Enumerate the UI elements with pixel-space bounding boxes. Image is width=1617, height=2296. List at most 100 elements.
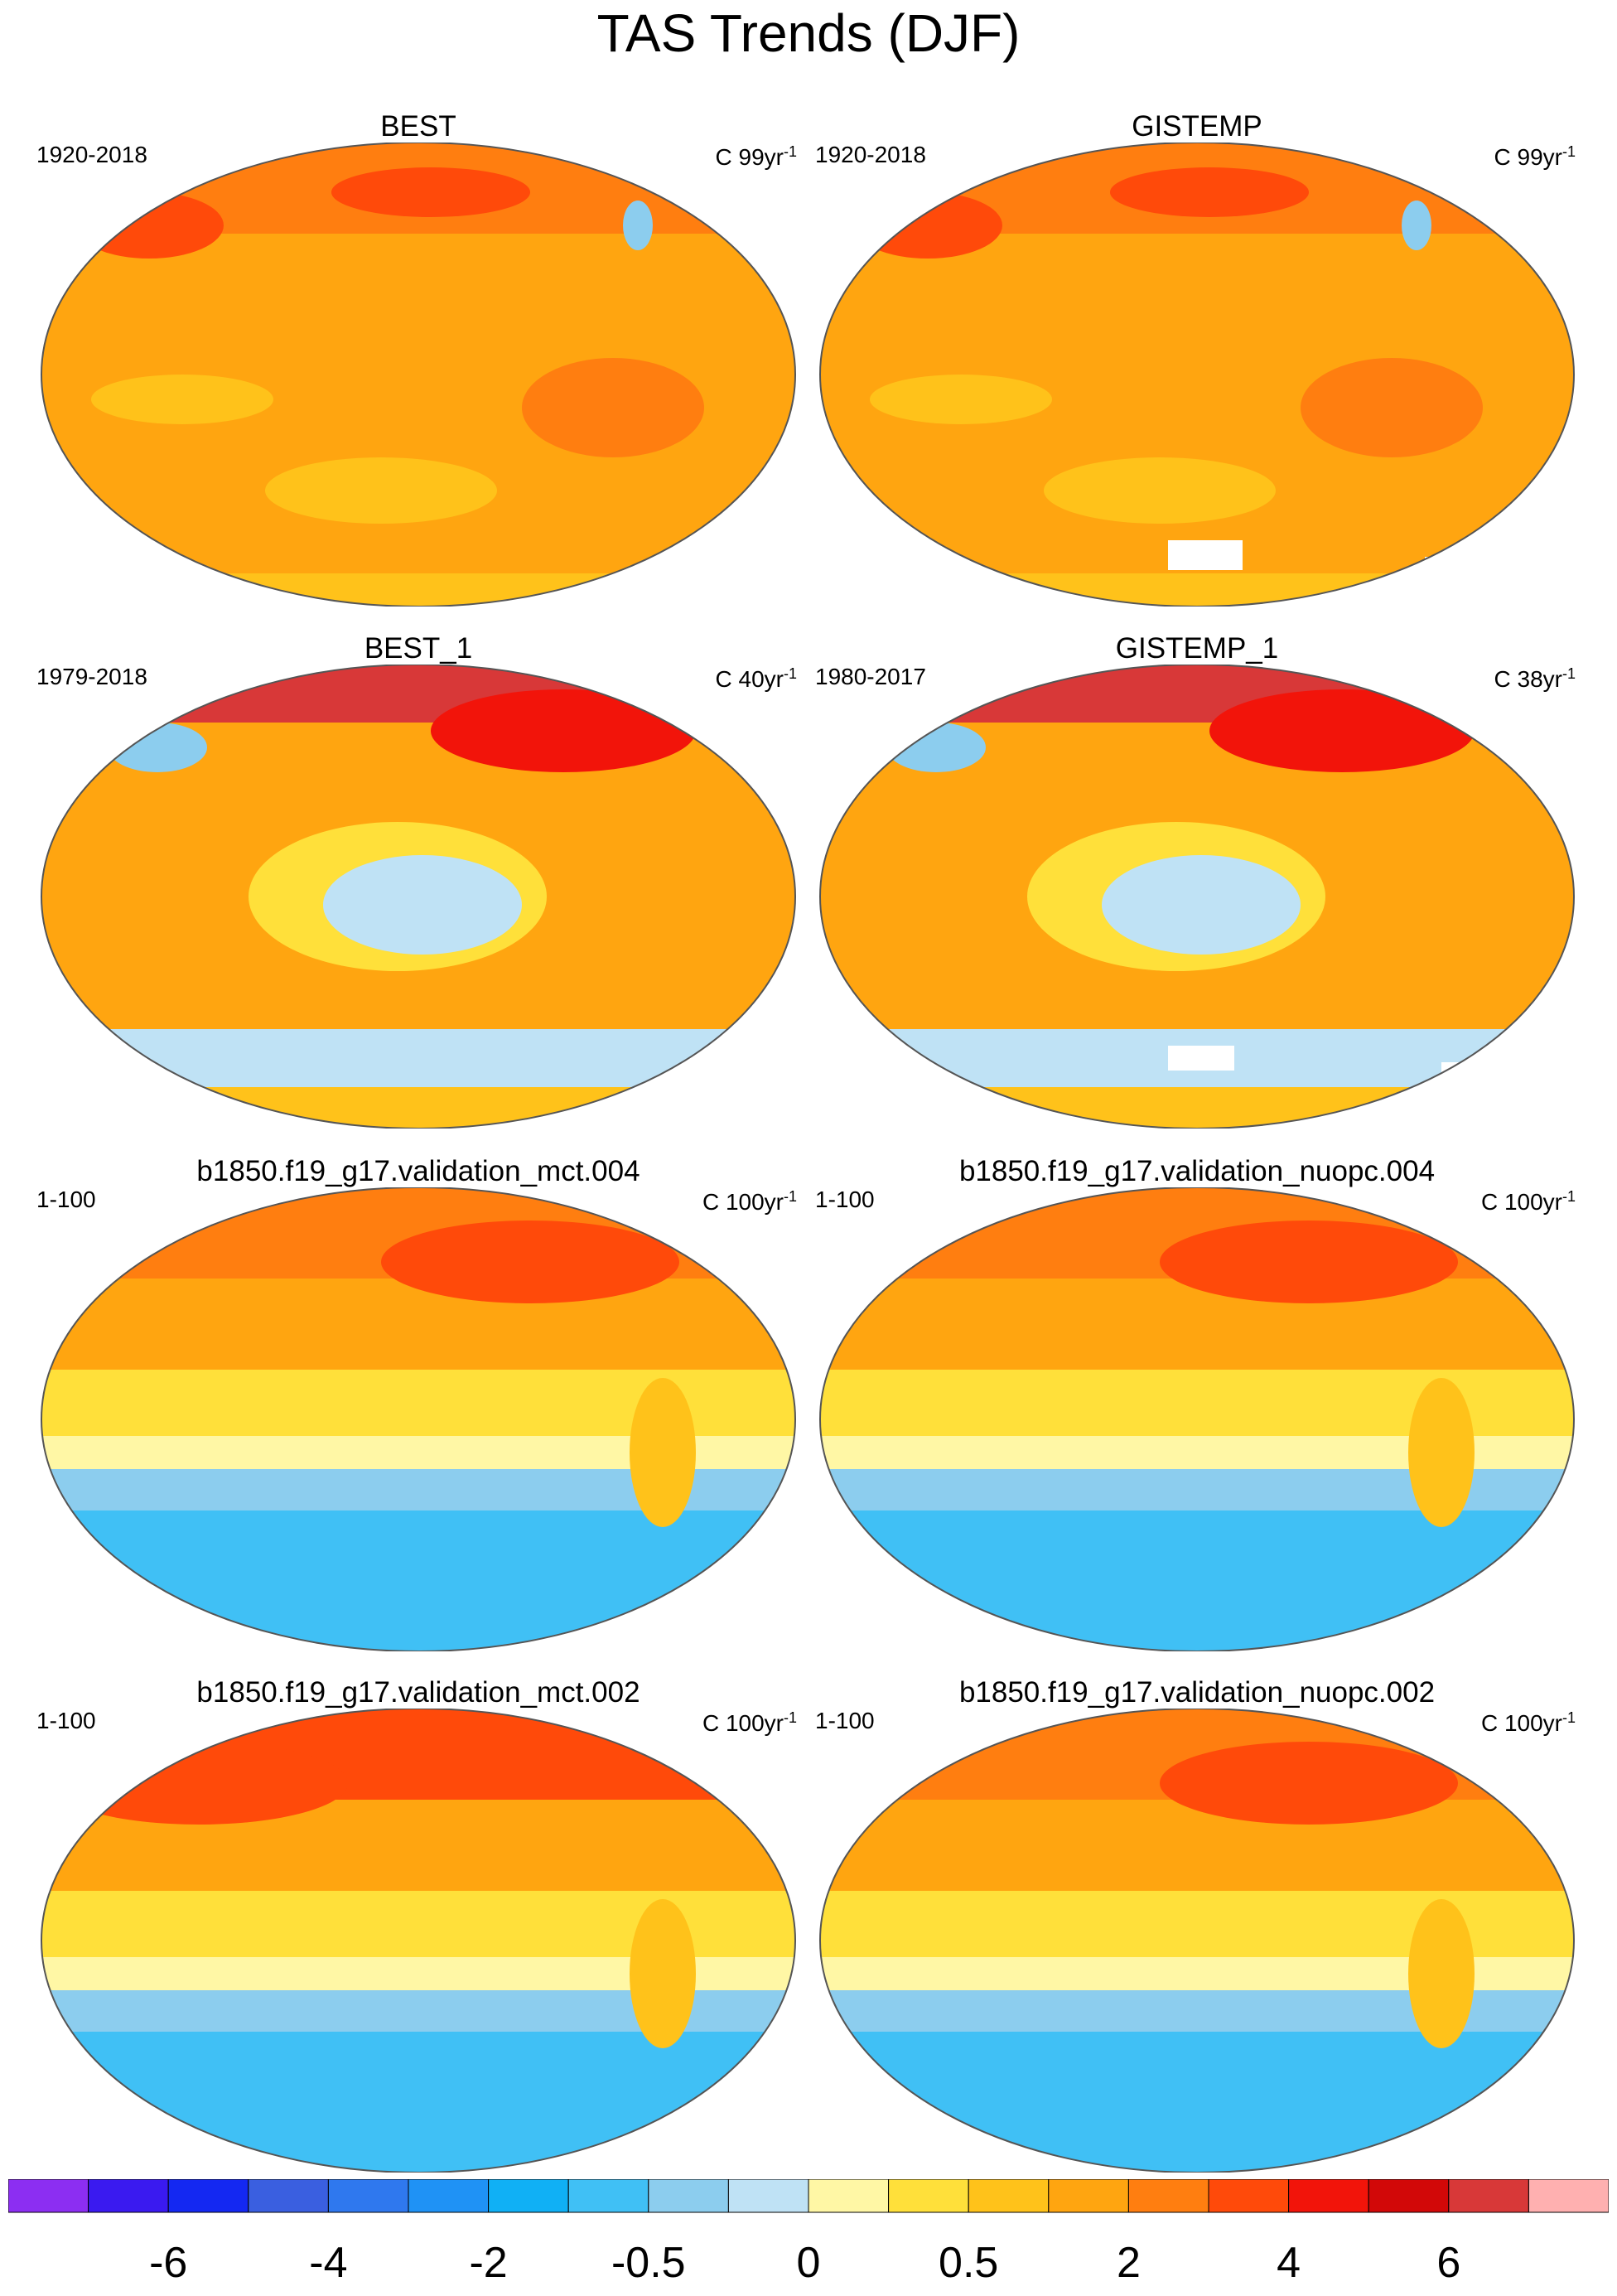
nh-warm-core bbox=[50, 1742, 348, 1825]
arctic-band bbox=[820, 665, 1574, 723]
map-outline bbox=[41, 665, 796, 1129]
panel-units: C 38yr-1 bbox=[1494, 665, 1576, 692]
panel-units: C 100yr-1 bbox=[702, 1709, 797, 1736]
canada-warm bbox=[431, 689, 696, 772]
colorbar-swatch bbox=[567, 2179, 649, 2213]
pacific-cool bbox=[1102, 855, 1301, 955]
colorbar-tick-label: -2 bbox=[469, 2239, 507, 2287]
panel-years: 1-100 bbox=[815, 1187, 875, 1212]
panel-title: b1850.f19_g17.validation_mct.004 bbox=[196, 1155, 640, 1187]
colorbar-tick-label: 4 bbox=[1277, 2239, 1301, 2287]
colorbar-swatch bbox=[327, 2179, 409, 2213]
map-outline bbox=[41, 143, 796, 607]
colorbar-swatch bbox=[648, 2179, 729, 2213]
map-panel: GISTEMP 1920-2018 C 99yr-1 bbox=[812, 109, 1582, 607]
colorbar-tick-label: 0.5 bbox=[939, 2239, 998, 2287]
colorbar-swatch bbox=[1448, 2179, 1529, 2213]
antarctic-band bbox=[820, 1087, 1574, 1129]
canada-warm bbox=[331, 167, 530, 217]
map-panel: b1850.f19_g17.validation_mct.004 1-100 C 1… bbox=[33, 1154, 804, 1651]
panel-years: 1-100 bbox=[815, 1708, 875, 1733]
map-panel: BEST 1920-2018 C 99yr-1 bbox=[33, 109, 804, 607]
map-panel: b1850.f19_g17.validation_mct.002 1-100 C 1… bbox=[33, 1675, 804, 2173]
labrador-cool bbox=[1438, 1735, 1461, 1765]
panel-units: C 100yr-1 bbox=[702, 1188, 797, 1215]
map-outline bbox=[41, 1187, 796, 1651]
antarctic-band bbox=[41, 1087, 795, 1129]
panel-units: C 100yr-1 bbox=[1480, 1188, 1576, 1215]
colorbar-swatch bbox=[248, 2179, 329, 2213]
colorbar-swatch bbox=[968, 2179, 1050, 2213]
map-outline bbox=[41, 1709, 796, 2173]
missing-data-mask bbox=[1168, 540, 1243, 570]
robinson-map bbox=[819, 1187, 1575, 1651]
colorbar-swatch bbox=[888, 2179, 969, 2213]
colorbar-tick-label: -4 bbox=[309, 2239, 347, 2287]
south-america-warm bbox=[1301, 358, 1483, 457]
south-america bbox=[630, 1378, 696, 1527]
antarctic-band bbox=[41, 573, 795, 607]
colorbar-swatch bbox=[1127, 2179, 1209, 2213]
south-america bbox=[1408, 1899, 1475, 2048]
map-panel: GISTEMP_1 1980-2017 C 38yr-1 bbox=[812, 631, 1582, 1129]
panel-years: 1-100 bbox=[36, 1708, 96, 1733]
colorbar-swatch bbox=[1528, 2179, 1609, 2213]
labrador-cool bbox=[659, 1735, 683, 1765]
missing-data-mask bbox=[1168, 1046, 1234, 1071]
colorbar-swatch bbox=[8, 2179, 89, 2213]
colorbar: -6 -4 -2 -0.5 0 0.5 2 4 6 bbox=[8, 2179, 1609, 2287]
panel-units: C 99yr-1 bbox=[715, 143, 797, 170]
nh-warm-core bbox=[1160, 1742, 1458, 1825]
siberia-warm bbox=[75, 192, 224, 259]
colorbar-swatch bbox=[808, 2179, 890, 2213]
canada-warm bbox=[1110, 167, 1309, 217]
robinson-map bbox=[819, 1709, 1575, 2173]
colorbar-swatch bbox=[1048, 2179, 1129, 2213]
south-america-warm bbox=[522, 358, 704, 457]
indian-ocean-band bbox=[91, 375, 273, 424]
panel-years: 1980-2017 bbox=[815, 664, 926, 689]
panel-title: BEST_1 bbox=[364, 632, 473, 665]
colorbar-tick-label: 2 bbox=[1117, 2239, 1141, 2287]
panel-title: b1850.f19_g17.validation_nuopc.004 bbox=[958, 1155, 1436, 1187]
figure-title: TAS Trends (DJF) bbox=[596, 3, 1021, 63]
colorbar-swatch bbox=[1288, 2179, 1369, 2213]
panel-title: b1850.f19_g17.validation_mct.002 bbox=[196, 1676, 640, 1709]
panel-years: 1-100 bbox=[36, 1187, 96, 1212]
labrador-cool bbox=[659, 1214, 683, 1244]
south-america bbox=[630, 1899, 696, 2048]
labrador-cool bbox=[1438, 1214, 1461, 1244]
greenland-cool bbox=[623, 201, 653, 250]
greenland-cool bbox=[1402, 201, 1431, 250]
colorbar-swatch bbox=[88, 2179, 169, 2213]
robinson-map bbox=[41, 143, 796, 607]
panel-units: C 40yr-1 bbox=[715, 665, 797, 692]
colorbar-tick-label: -0.5 bbox=[611, 2239, 686, 2287]
map-outline bbox=[819, 1187, 1575, 1651]
map-panel: b1850.f19_g17.validation_nuopc.002 1-100 C… bbox=[812, 1675, 1582, 2173]
panel-title: GISTEMP bbox=[1132, 110, 1262, 143]
panel-years: 1920-2018 bbox=[815, 142, 926, 167]
missing-data-mask bbox=[1441, 1062, 1499, 1079]
colorbar-swatch bbox=[167, 2179, 249, 2213]
canada-warm bbox=[1209, 689, 1475, 772]
colorbar-tick-label: -6 bbox=[149, 2239, 187, 2287]
panel-title: b1850.f19_g17.validation_nuopc.002 bbox=[958, 1676, 1436, 1709]
siberia-warm bbox=[853, 192, 1002, 259]
pacific-cool bbox=[323, 855, 522, 955]
colorbar-tick-label: 6 bbox=[1436, 2239, 1460, 2287]
colorbar-tick-label: 0 bbox=[797, 2239, 821, 2287]
robinson-map bbox=[41, 665, 796, 1129]
map-panel: b1850.f19_g17.validation_nuopc.004 1-100 C… bbox=[812, 1154, 1582, 1651]
south-pacific-cool bbox=[265, 457, 497, 524]
nh-warm-core bbox=[1160, 1221, 1458, 1303]
panel-title: GISTEMP_1 bbox=[1115, 632, 1279, 665]
panel-units: C 99yr-1 bbox=[1494, 143, 1576, 170]
colorbar-swatch bbox=[1368, 2179, 1450, 2213]
robinson-map bbox=[41, 1709, 796, 2173]
map-panel: BEST_1 1979-2018 C 40yr-1 bbox=[33, 631, 804, 1129]
panel-years: 1920-2018 bbox=[36, 142, 147, 167]
map-outline bbox=[819, 143, 1575, 607]
map-outline bbox=[819, 1709, 1575, 2173]
indian-ocean-band bbox=[870, 375, 1052, 424]
